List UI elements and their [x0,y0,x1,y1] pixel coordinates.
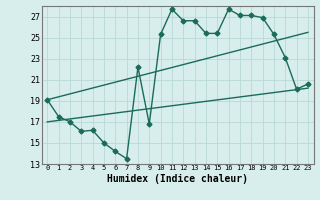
X-axis label: Humidex (Indice chaleur): Humidex (Indice chaleur) [107,174,248,184]
